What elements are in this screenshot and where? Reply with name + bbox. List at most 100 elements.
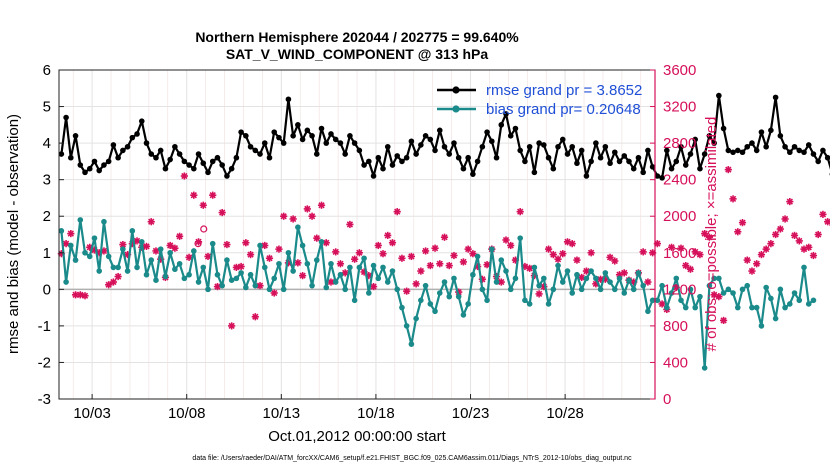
rmse-point: [711, 140, 717, 146]
obs-assimilated-point: [369, 282, 378, 291]
rmse-point: [181, 158, 188, 165]
obs-possible-point: [200, 225, 208, 233]
obs-assimilated-point: [322, 239, 330, 247]
obs-assimilated-point: [398, 254, 406, 262]
rmse-point: [238, 129, 244, 135]
obs-assimilated-point: [705, 233, 713, 241]
rmse-point: [597, 154, 604, 161]
rmse-point: [602, 143, 609, 150]
obs-assimilated-point: [677, 244, 685, 252]
rmse-point: [446, 151, 453, 157]
rmse-point: [295, 122, 301, 128]
bias-point: [772, 315, 779, 322]
rmse-point: [668, 165, 675, 172]
obs-assimilated-point: [436, 260, 444, 268]
bias-point: [351, 297, 358, 304]
rmse-point: [162, 165, 169, 172]
rmse-point: [649, 164, 656, 170]
rmse-point: [616, 158, 623, 165]
obs-assimilated-point: [743, 256, 751, 264]
bias-point: [157, 246, 164, 252]
bias-point: [186, 271, 192, 278]
bias-point: [583, 275, 590, 282]
obs-assimilated-point: [549, 251, 557, 259]
bias-point: [782, 304, 788, 311]
obs-assimilated-point: [294, 259, 302, 267]
y2-axis-label: # of obs: o=possible; ×=assimilated: [703, 117, 720, 352]
rmse-point: [545, 154, 552, 161]
rmse-point: [697, 165, 703, 172]
obs-assimilated-point: [393, 208, 401, 216]
obs-assimilated-point: [502, 236, 510, 244]
bias-point: [734, 304, 741, 311]
rmse-point: [574, 160, 580, 167]
rmse-point: [503, 111, 509, 117]
obs-assimilated-point: [199, 201, 207, 209]
bias-point: [753, 304, 760, 311]
rmse-point: [517, 147, 523, 154]
rmse-point: [739, 149, 746, 156]
bias-point: [470, 271, 476, 278]
y-tick-label: 2: [43, 208, 51, 225]
obs-assimilated-point: [204, 252, 212, 261]
bias-point: [701, 365, 708, 371]
bias-point: [692, 304, 699, 311]
y-tick-label: 1: [43, 245, 51, 262]
bias-point: [796, 297, 803, 304]
bias-point: [408, 341, 415, 347]
obs-assimilated-point: [384, 231, 392, 240]
y-tick-label: 6: [43, 62, 51, 79]
rmse-point: [734, 147, 741, 154]
obs-assimilated-point: [109, 278, 117, 286]
bias-point: [134, 264, 140, 271]
bias-point: [162, 273, 169, 280]
rmse-point: [645, 147, 651, 154]
obs-assimilated-point: [421, 247, 430, 255]
bias-point: [328, 260, 334, 267]
rmse-point: [782, 143, 788, 150]
obs-assimilated-point: [544, 245, 553, 253]
rmse-point: [730, 149, 736, 156]
rmse-point: [228, 165, 235, 172]
rmse-point: [195, 151, 202, 157]
bias-point: [555, 262, 561, 269]
rmse-point: [243, 133, 249, 139]
bias-point: [120, 246, 126, 252]
rmse-point: [347, 133, 353, 139]
bias-point: [474, 253, 481, 260]
obs-assimilated-point: [308, 212, 316, 220]
rmse-point: [356, 147, 363, 154]
obs-assimilated-point: [280, 212, 288, 220]
rmse-point: [313, 151, 320, 157]
obs-assimilated-point: [228, 322, 236, 330]
obs-assimilated-point: [724, 166, 732, 174]
x-axis-ticks: 10/03 10/08 10/13 10/18 10/23 10/28: [73, 394, 584, 422]
rmse-point: [110, 142, 117, 148]
obs-assimilated-point: [223, 240, 231, 249]
rmse-point: [276, 134, 282, 141]
bias-point: [578, 286, 585, 293]
bias-point: [536, 282, 542, 289]
rmse-point: [304, 127, 311, 134]
obs-assimilated-point: [114, 272, 122, 281]
obs-assimilated-point: [232, 263, 240, 271]
rmse-point: [578, 147, 585, 154]
rmse-point: [635, 154, 642, 161]
obs-assimilated-point: [738, 219, 747, 227]
rmse-point: [479, 143, 486, 150]
bias-point: [768, 295, 774, 302]
bias-point: [200, 264, 207, 271]
bias-point: [777, 286, 784, 293]
obs-assimilated-point: [772, 230, 780, 239]
obs-assimilated-point: [313, 234, 321, 242]
bias-point: [763, 284, 769, 291]
obs-assimilated-point: [469, 250, 477, 258]
bias-point: [238, 270, 244, 276]
obs-assimilated-point: [67, 229, 75, 238]
rmse-point: [115, 154, 121, 161]
obs-assimilated-point: [814, 230, 822, 239]
y2-tick-label: 2800: [663, 135, 696, 152]
obs-assimilated-point: [620, 269, 628, 277]
y-tick-label: 4: [43, 135, 51, 152]
obs-assimilated-point: [762, 245, 770, 253]
